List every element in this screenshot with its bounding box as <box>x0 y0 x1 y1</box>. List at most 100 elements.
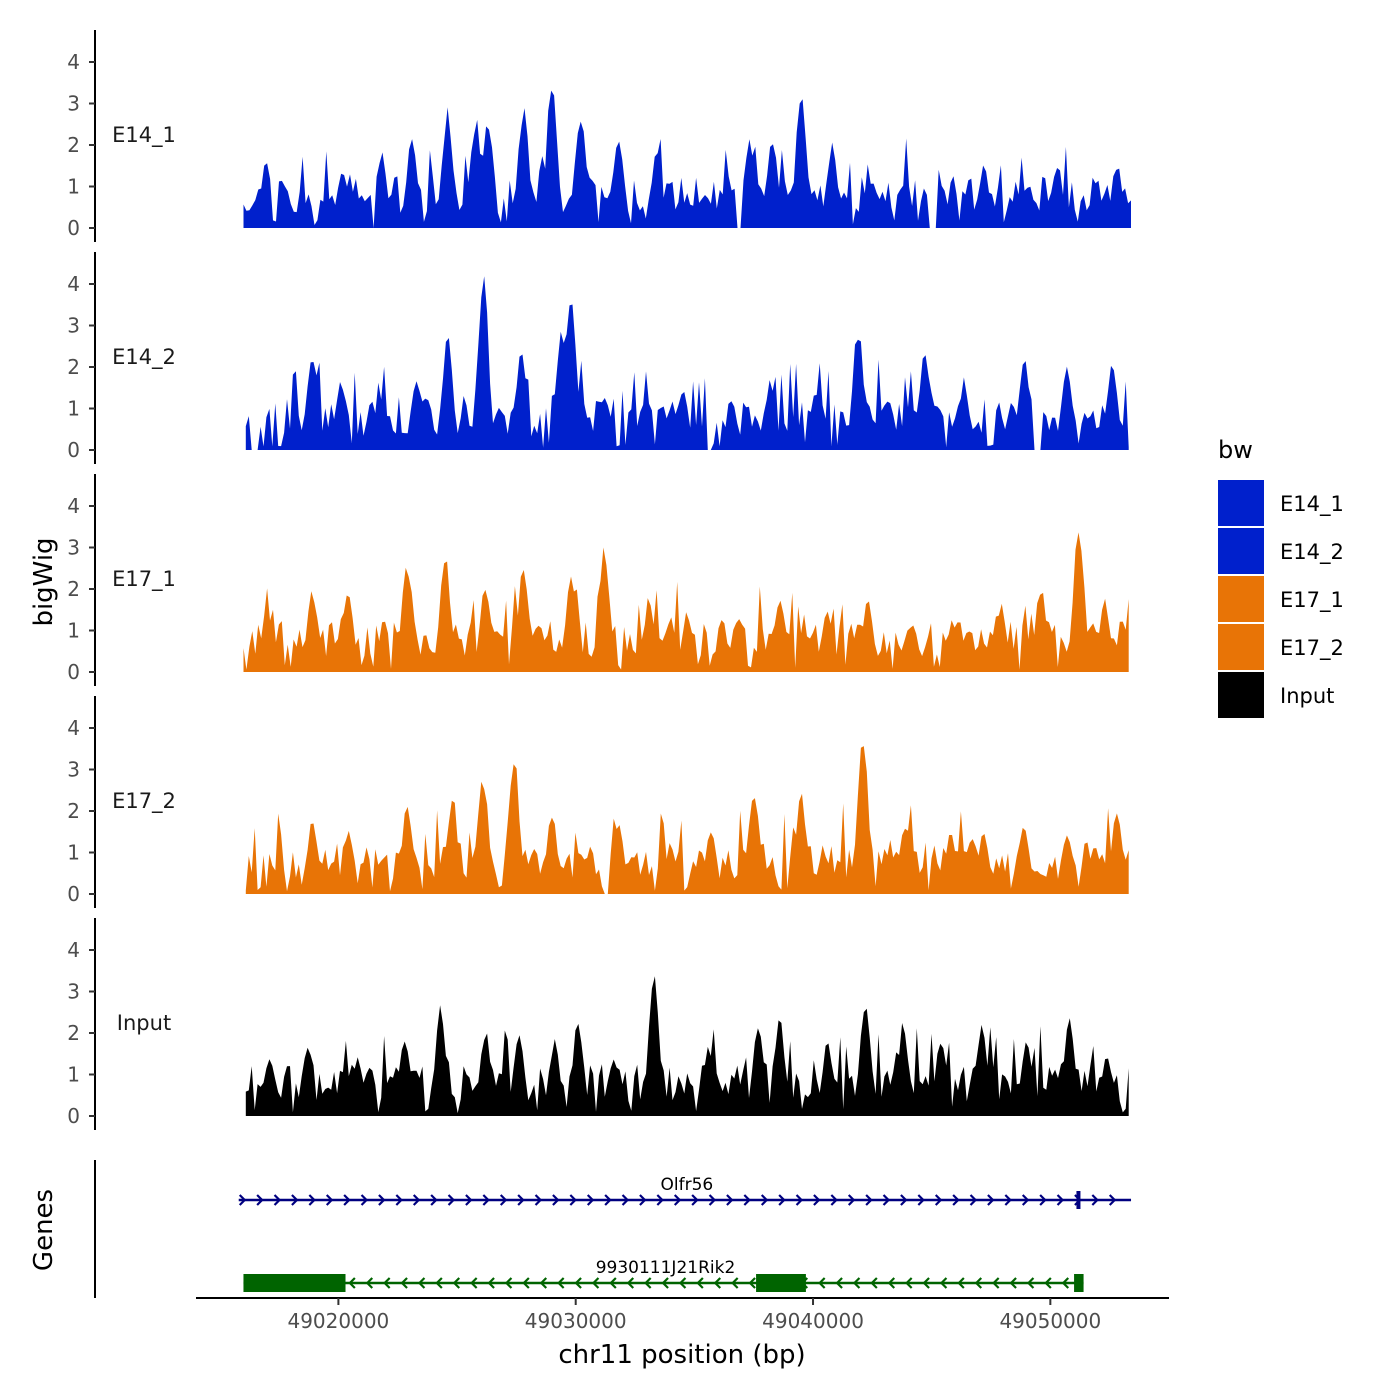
strand-chevron <box>586 1194 595 1206</box>
strand-chevron <box>435 1277 443 1289</box>
strand-chevron <box>987 1194 995 1206</box>
strand-chevron <box>1021 1194 1030 1206</box>
signal-area-input <box>245 976 1129 1116</box>
legend-key-e14_2 <box>1218 528 1264 574</box>
x-tick-label: 49020000 <box>287 1309 389 1333</box>
legend-label: E17_2 <box>1280 636 1344 661</box>
strand-chevron <box>604 1194 612 1206</box>
tracks-layer: 0 1 2 3 4 E14_1 0 1 2 3 4 E14_2 0 1 2 3 4 E17_1 0 1 2 3 4 E17_2… <box>67 30 1131 1130</box>
strand-chevron <box>417 1277 426 1289</box>
y-tick-label: 3 <box>67 758 80 782</box>
y-tick-label: 0 <box>67 438 80 462</box>
strand-chevron <box>847 1194 856 1206</box>
strand-chevron <box>865 1194 873 1206</box>
track-label: E17_2 <box>112 789 176 814</box>
legend-label: E14_2 <box>1280 540 1344 565</box>
strand-chevron <box>499 1194 508 1206</box>
signal-area-e14_1 <box>243 90 1131 228</box>
y-tick-label: 1 <box>67 397 80 421</box>
y-tick-label: 3 <box>67 314 80 338</box>
y-tick-label: 2 <box>67 133 80 157</box>
gene-9930111j21rik2: 9930111J21Rik2 <box>243 1258 1084 1292</box>
strand-chevron <box>1026 1277 1035 1289</box>
signal-area-e17_2 <box>245 746 1129 894</box>
strand-chevron <box>487 1277 495 1289</box>
y-tick-label: 3 <box>67 92 80 116</box>
strand-chevron <box>760 1194 769 1206</box>
strand-chevron <box>365 1277 374 1289</box>
strand-chevron <box>992 1277 1000 1289</box>
track-label: E14_2 <box>112 345 176 370</box>
strand-chevron <box>900 1194 908 1206</box>
strand-chevron <box>905 1277 913 1289</box>
strand-chevron <box>939 1277 948 1289</box>
strand-chevron <box>969 1194 978 1206</box>
strand-chevron <box>412 1194 421 1206</box>
legend-key-input <box>1218 672 1264 718</box>
exon-block <box>1074 1274 1084 1292</box>
strand-chevron <box>626 1277 635 1289</box>
strand-chevron <box>934 1194 943 1206</box>
strand-chevron <box>830 1194 838 1206</box>
y-tick-label: 4 <box>67 494 80 518</box>
x-tick-label: 49030000 <box>525 1309 627 1333</box>
strand-chevron <box>378 1194 386 1206</box>
y-tick-label: 4 <box>67 272 80 296</box>
strand-chevron <box>273 1194 282 1206</box>
track-panel-e14_2: 0 1 2 3 4 E14_2 <box>67 252 1129 464</box>
y-tick-label: 2 <box>67 355 80 379</box>
strand-chevron <box>1039 1194 1047 1206</box>
strand-chevron <box>691 1194 699 1206</box>
strand-chevron <box>974 1277 983 1289</box>
y-tick-label: 4 <box>67 716 80 740</box>
strand-chevron <box>726 1194 734 1206</box>
y-tick-label: 0 <box>67 882 80 906</box>
strand-chevron <box>256 1194 264 1206</box>
gene-olfr56: Olfr56 <box>238 1175 1132 1209</box>
strand-chevron <box>557 1277 565 1289</box>
y-tick-label: 2 <box>67 799 80 823</box>
strand-chevron <box>1091 1194 1099 1206</box>
strand-chevron <box>395 1194 403 1206</box>
strand-chevron <box>1056 1194 1065 1206</box>
track-label: Input <box>117 1011 171 1035</box>
track-label: E17_1 <box>112 567 176 592</box>
strand-chevron <box>291 1194 299 1206</box>
strand-chevron <box>922 1277 930 1289</box>
x-axis-title: chr11 position (bp) <box>558 1340 805 1370</box>
legend-title: bw <box>1218 436 1253 464</box>
strand-chevron <box>1061 1277 1070 1289</box>
y-tick-label: 1 <box>67 175 80 199</box>
strand-chevron <box>1004 1194 1012 1206</box>
strand-chevron <box>1044 1277 1052 1289</box>
strand-chevron <box>678 1277 687 1289</box>
strand-chevron <box>308 1194 316 1206</box>
strand-chevron <box>522 1277 530 1289</box>
gene-label: 9930111J21Rik2 <box>596 1258 736 1278</box>
strand-chevron <box>452 1277 461 1289</box>
legend-label: Input <box>1280 684 1334 708</box>
legend-key-e17_2 <box>1218 624 1264 670</box>
legend-key-e14_1 <box>1218 480 1264 526</box>
strand-chevron <box>569 1194 577 1206</box>
gene-label: Olfr56 <box>661 1175 714 1195</box>
strand-chevron <box>656 1194 664 1206</box>
strand-chevron <box>882 1194 891 1206</box>
strand-chevron <box>673 1194 682 1206</box>
y-tick-label: 1 <box>67 841 80 865</box>
y-tick-label: 2 <box>67 577 80 601</box>
strand-chevron <box>348 1277 356 1289</box>
strand-chevron <box>696 1277 704 1289</box>
exon-block <box>1076 1191 1081 1209</box>
strand-chevron <box>813 1194 821 1206</box>
x-axis-ticks: 49020000 49030000 49040000 49050000 <box>287 1298 1101 1333</box>
strand-chevron <box>795 1194 804 1206</box>
y-tick-label: 3 <box>67 536 80 560</box>
strand-chevron <box>731 1277 739 1289</box>
strand-chevron <box>465 1194 473 1206</box>
legend-key-e17_1 <box>1218 576 1264 622</box>
signal-area-e17_1 <box>243 532 1129 672</box>
exon-block <box>756 1274 806 1292</box>
strand-chevron <box>887 1277 896 1289</box>
